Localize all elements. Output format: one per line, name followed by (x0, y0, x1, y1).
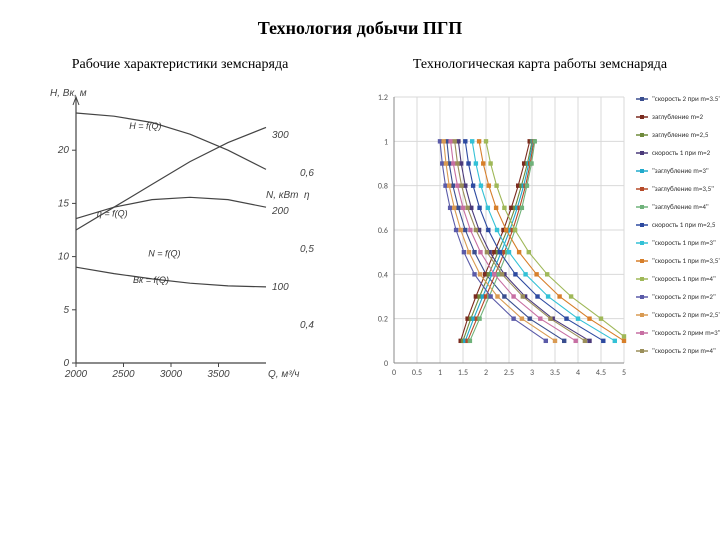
legend-zag-m2: заглубление m=2 (652, 112, 704, 121)
right-column: Технологическая карта работы земснаряда … (360, 57, 720, 397)
legend-s1-m35: "скорость 1 при m=3,5" (652, 256, 720, 265)
legend-zag-m35: "заглубление m=3,5" (652, 184, 714, 193)
legend-s1-m4: "скорость 1 при m=4" (652, 274, 716, 283)
columns: Рабочие характеристики земснаряда 200025… (0, 57, 720, 397)
svg-text:0.5: 0.5 (412, 368, 422, 378)
svg-text:1: 1 (438, 368, 442, 378)
svg-text:0: 0 (63, 358, 69, 369)
legend-zag-m3: "заглубление m=3" (652, 166, 709, 175)
left-chart: 2000 2500 3000 3500 Q, м³/ч 0 5 10 15 20 Н, Вк, м 1… (40, 87, 320, 397)
svg-text:5: 5 (622, 368, 626, 378)
svg-text:0,5: 0,5 (300, 244, 314, 255)
svg-text:1.2: 1.2 (378, 93, 388, 103)
svg-text:N, кВт: N, кВт (266, 190, 299, 201)
svg-text:0.6: 0.6 (378, 226, 388, 236)
legend-s2p-m3: "скорость 2 прим m=3" (652, 328, 720, 337)
svg-text:100: 100 (272, 282, 289, 293)
svg-text:0: 0 (384, 359, 388, 369)
legend-s1-m2: скорость 1 при m=2 (652, 148, 711, 157)
svg-text:3500: 3500 (207, 369, 230, 380)
svg-text:4: 4 (576, 368, 580, 378)
svg-text:0.2: 0.2 (378, 315, 388, 325)
right-chart: 0 0.5 1 1.5 2 2.5 3 3.5 4 4.5 5 0 0.2 0.4 0.6 0.8 1 1.2 "с… (360, 87, 720, 397)
svg-text:5: 5 (63, 305, 69, 316)
svg-text:Н, Вк, м: Н, Вк, м (50, 88, 87, 99)
svg-text:2500: 2500 (111, 369, 135, 380)
svg-text:2000: 2000 (64, 369, 88, 380)
series-zag-m2 (461, 141, 530, 340)
curve-label-eta: η = f(Q) (97, 209, 128, 219)
left-subtitle: Рабочие характеристики земснаряда (72, 57, 289, 73)
curve-label-Bk: Вк = f(Q) (133, 275, 169, 285)
curve-label-H: H = f(Q) (129, 121, 161, 131)
svg-text:0.8: 0.8 (378, 182, 388, 192)
curve-Bk (76, 267, 266, 287)
legend-zag-m25: заглубление m=2,5 (652, 130, 709, 139)
svg-text:0,6: 0,6 (300, 168, 314, 179)
svg-text:3000: 3000 (160, 369, 183, 380)
page-title: Технология добычи ПГП (0, 18, 720, 39)
svg-text:η: η (304, 190, 310, 201)
legend-s2-m35: "скорость 2 при m=3.5" (652, 94, 720, 103)
legend-zag-m4: "заглубление m=4" (652, 202, 709, 211)
series-s1-m35 (479, 141, 624, 340)
svg-text:4.5: 4.5 (596, 368, 606, 378)
right-subtitle: Технологическая карта работы земснаряда (413, 57, 667, 73)
legend-s1-m25: скорость 1 при m=2,5 (652, 220, 716, 229)
legend-s2-m25: "скорость 2 при m=2,5" (652, 310, 720, 319)
svg-text:20: 20 (57, 145, 70, 156)
svg-text:2: 2 (484, 368, 488, 378)
legend-s1-m3: "скорость 1 при m=3" (652, 238, 716, 247)
svg-text:15: 15 (58, 198, 70, 209)
legend-s2-m4: "скорость 2 при m=4" (652, 346, 716, 355)
legend-s2-m2: "скорость 2 при m=2" (652, 292, 716, 301)
svg-text:200: 200 (271, 206, 289, 217)
svg-text:1.5: 1.5 (458, 368, 468, 378)
curve-H (76, 113, 266, 169)
svg-text:2.5: 2.5 (504, 368, 514, 378)
curve-label-N: N = f(Q) (148, 249, 180, 259)
svg-text:1: 1 (384, 137, 388, 147)
svg-text:300: 300 (272, 130, 289, 141)
left-column: Рабочие характеристики земснаряда 200025… (0, 57, 360, 397)
svg-text:Q, м³/ч: Q, м³/ч (268, 369, 299, 380)
svg-text:3: 3 (530, 368, 534, 378)
svg-text:10: 10 (58, 252, 70, 263)
svg-text:3.5: 3.5 (550, 368, 560, 378)
svg-text:0,4: 0,4 (300, 320, 314, 331)
svg-text:0: 0 (392, 368, 396, 378)
svg-text:0.4: 0.4 (378, 270, 388, 280)
